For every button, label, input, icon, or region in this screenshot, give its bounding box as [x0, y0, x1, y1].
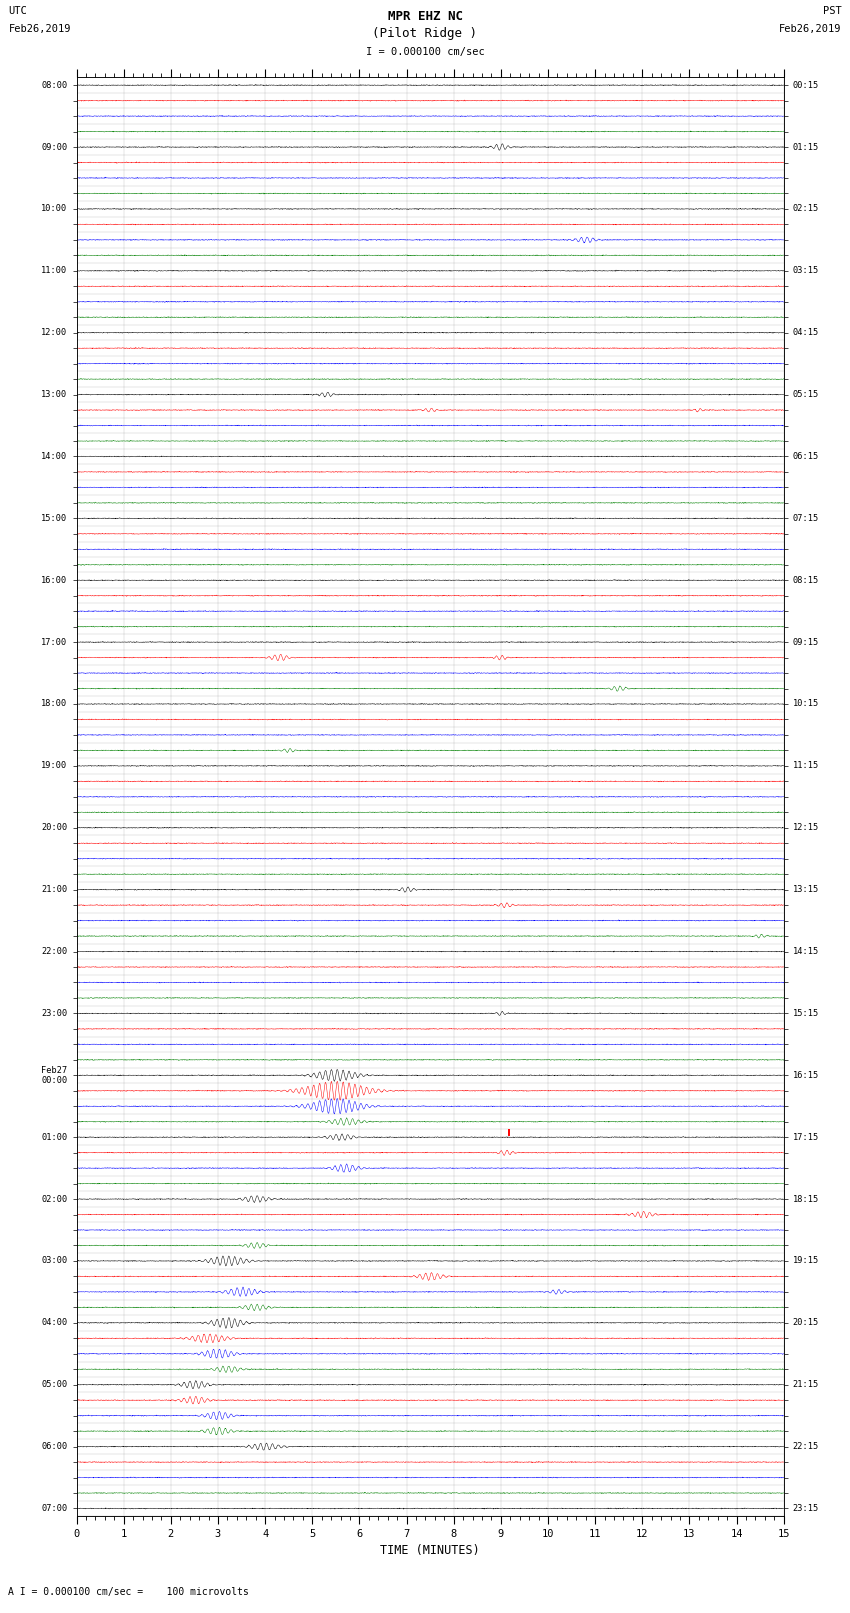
Text: UTC: UTC — [8, 6, 27, 16]
Text: A I = 0.000100 cm/sec =    100 microvolts: A I = 0.000100 cm/sec = 100 microvolts — [8, 1587, 249, 1597]
X-axis label: TIME (MINUTES): TIME (MINUTES) — [380, 1544, 480, 1557]
Text: (Pilot Ridge ): (Pilot Ridge ) — [372, 27, 478, 40]
Text: Feb26,2019: Feb26,2019 — [779, 24, 842, 34]
Text: PST: PST — [823, 6, 842, 16]
Text: MPR EHZ NC: MPR EHZ NC — [388, 10, 462, 23]
Text: I = 0.000100 cm/sec: I = 0.000100 cm/sec — [366, 47, 484, 56]
Text: Feb26,2019: Feb26,2019 — [8, 24, 71, 34]
